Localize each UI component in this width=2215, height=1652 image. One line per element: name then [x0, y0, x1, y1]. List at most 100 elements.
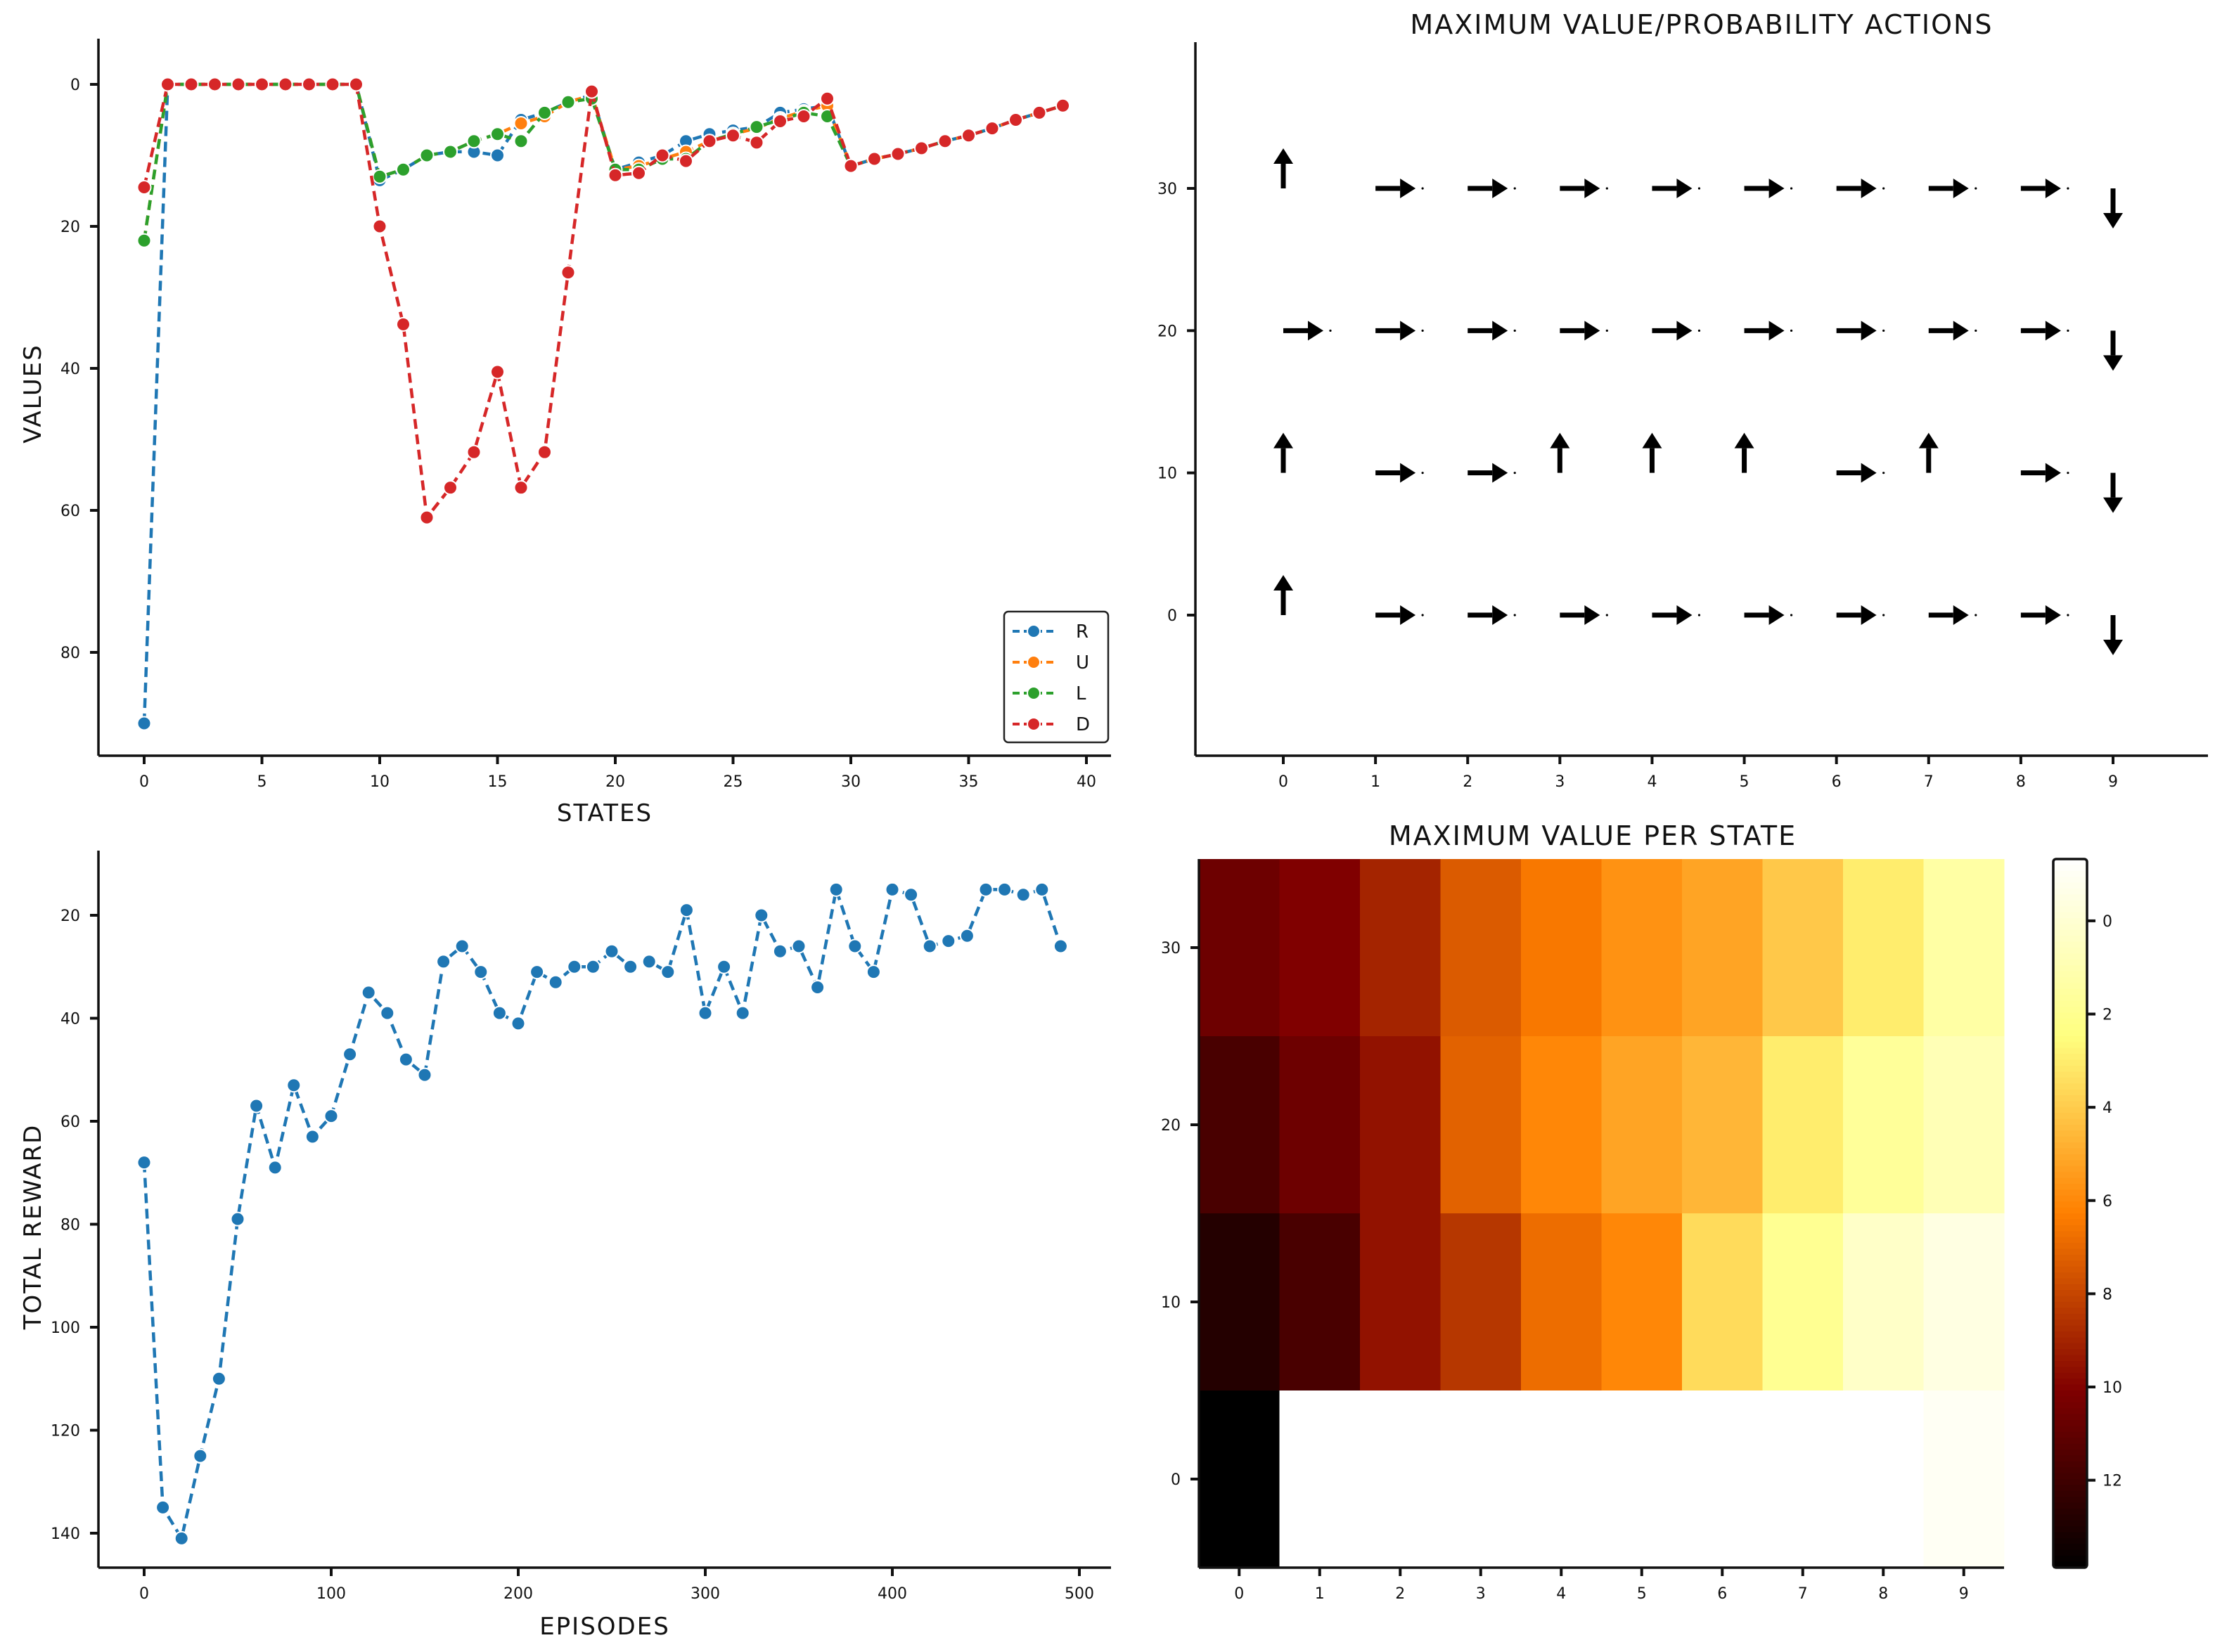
colorbar-tick-label: 12	[2102, 1473, 2122, 1490]
colorbar-segment	[2053, 1054, 2087, 1061]
reward-series-point	[997, 882, 1013, 897]
reward-series-point	[847, 938, 863, 954]
policy-arrow-head	[1400, 605, 1416, 625]
heatmap-cell	[1762, 1390, 1844, 1568]
policy-arrow-head	[1400, 179, 1416, 198]
heatmap-cell	[1601, 1036, 1683, 1214]
state-values-x-tick-label: 25	[724, 773, 743, 791]
reward-series-point	[511, 1016, 526, 1031]
series-l-point	[443, 144, 458, 160]
series-d-point	[631, 165, 646, 181]
heatmap-cell	[1279, 1036, 1361, 1214]
colorbar-segment	[2053, 900, 2087, 907]
colorbar-segment	[2053, 1036, 2087, 1043]
heatmap-cell	[1601, 1213, 1683, 1391]
legend-label-r: R	[1076, 621, 1089, 643]
heatmap-cell	[1923, 1390, 2005, 1568]
heatmap-y-tick-label: 10	[1161, 1294, 1181, 1312]
colorbar-segment	[2053, 1024, 2087, 1031]
state-values-ylabel: VALUES	[19, 344, 47, 444]
series-d-line	[142, 82, 1064, 520]
reward-series-point	[660, 964, 676, 980]
heatmap-cell	[1360, 1390, 1441, 1568]
policy-arrow-head	[2045, 321, 2061, 341]
colorbar-segment	[2053, 1367, 2087, 1374]
policy-arrow-right	[1375, 179, 1424, 198]
reward-xlabel: EPISODES	[539, 1613, 670, 1641]
heatmap-cell	[1440, 1390, 1522, 1568]
legend-entry-r: R	[1013, 621, 1089, 643]
reward-x-tick-label: 400	[878, 1585, 907, 1603]
policy-arrow-up	[1550, 432, 1570, 473]
policy-arrow-tail-dot	[1421, 472, 1424, 475]
colorbar-segment	[2053, 1219, 2087, 1226]
series-l-point	[560, 94, 576, 110]
heatmap-cell	[1279, 1213, 1361, 1391]
policy-arrow-tail-dot	[1697, 187, 1701, 190]
series-d-point	[560, 265, 576, 280]
series-r-line	[142, 82, 1064, 724]
colorbar-segment	[2053, 1450, 2087, 1456]
reward-series-point	[473, 964, 489, 980]
series-d-point	[419, 510, 435, 525]
policy-arrow-tail-dot	[1605, 614, 1608, 617]
state-values-series	[136, 77, 1070, 731]
series-d-point	[278, 77, 293, 92]
reward-series-point	[679, 903, 694, 918]
heatmap-cell	[1440, 1036, 1522, 1214]
colorbar-segment	[2053, 1343, 2087, 1350]
policy-arrow-right	[1468, 463, 1516, 483]
policy-arrow-head	[1400, 321, 1416, 341]
policy-arrow-right	[1468, 321, 1516, 341]
reward-series-point	[641, 954, 657, 969]
series-d-point	[749, 135, 764, 150]
series-l-point	[466, 134, 482, 149]
policy-arrow-tail-dot	[1882, 329, 1885, 332]
series-d-point	[914, 141, 929, 156]
policy-arrow-right	[1836, 321, 1885, 341]
legend-entry-u: U	[1013, 652, 1089, 673]
policy-arrow-tail-dot	[2067, 614, 2069, 617]
state-values-axes: 0 5 10 15 20 25 30 35 40 0 20 40 60 80	[60, 39, 1111, 791]
state-values-x-tick-label: 30	[841, 773, 861, 791]
legend-label-d: D	[1076, 714, 1090, 735]
colorbar-segment	[2053, 988, 2087, 995]
colorbar-segment	[2053, 1030, 2087, 1037]
reward-series-point	[492, 1005, 507, 1021]
policy-arrow-head	[1273, 432, 1293, 449]
policy-arrow-tail-dot	[1975, 329, 1977, 332]
policy-arrow-head	[1953, 179, 1969, 198]
policy-arrow-head	[1861, 321, 1877, 341]
policy-arrow-down	[2103, 615, 2123, 655]
reward-x-tick-label: 500	[1065, 1585, 1094, 1603]
reward-series-point	[772, 943, 788, 959]
value-heatmap-chart: MAXIMUM VALUE PER STATE 0 1 2 3 4 5 6 7 8 9302010…	[1161, 820, 2122, 1603]
policy-arrow-head	[2103, 640, 2123, 655]
policy-arrow-right	[1468, 605, 1516, 625]
heatmap-axes: 0 1 2 3 4 5 6 7 8 9 30 20 10 0	[1161, 859, 2004, 1603]
policy-arrow-tail-dot	[1421, 614, 1424, 617]
reward-series-point	[380, 1005, 395, 1021]
policy-arrow-head	[1676, 321, 1693, 341]
policy-arrow-head	[1734, 432, 1754, 449]
reward-y-tick-label: 100	[51, 1319, 80, 1337]
policy-arrow-head	[1676, 179, 1693, 198]
reward-series-point	[866, 964, 881, 980]
heatmap-colorbar: 0 2 4 6 8 10 12	[2052, 858, 2122, 1569]
heatmap-cell	[1199, 859, 1280, 1037]
series-d-point	[396, 316, 411, 332]
reward-ylabel: TOTAL REWARD	[19, 1124, 47, 1331]
colorbar-tick-label: 8	[2102, 1286, 2112, 1303]
policy-arrows	[1273, 148, 2123, 655]
policy-arrow-head	[2103, 355, 2123, 371]
policy-x-tick-label: 3	[1555, 773, 1565, 791]
series-d-point	[372, 219, 387, 234]
policy-arrow-right	[1928, 179, 1977, 198]
legend-label-l: L	[1076, 683, 1086, 704]
reward-series-point	[585, 959, 601, 974]
state-values-x-tick-label: 20	[605, 773, 625, 791]
heatmap-cell	[1440, 1213, 1522, 1391]
colorbar-segment	[2053, 1355, 2087, 1362]
reward-series-point	[398, 1052, 413, 1067]
colorbar-segment	[2053, 977, 2087, 983]
